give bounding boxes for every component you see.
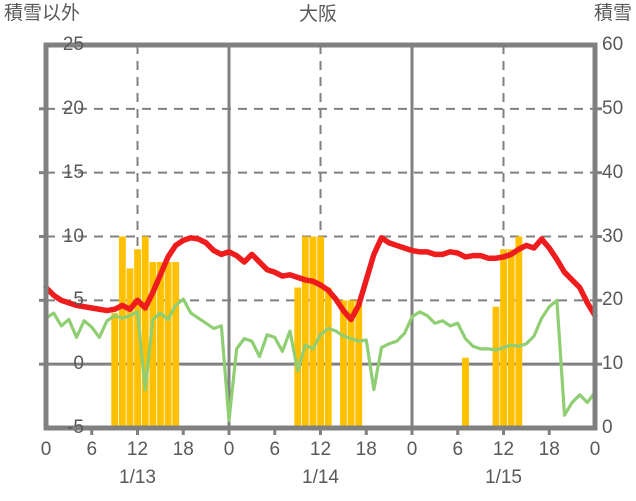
bar [164,262,172,428]
x-axis-tick-label: 18 [538,439,560,460]
right-axis-label: 積雪 [593,3,632,24]
y-axis-tick-label: 0 [73,353,84,375]
x-axis-tick-label: 6 [269,439,281,460]
bar [118,236,126,428]
left-axis-label: 積雪以外 [4,3,81,24]
bar [111,313,119,428]
y2-axis-tick-label: 10 [602,353,624,375]
x-axis-day-label: 1/13 [119,467,156,488]
bar [301,236,309,428]
bar [126,268,134,428]
y2-axis-tick-label: 60 [602,34,624,55]
x-axis-tick-label: 0 [406,439,418,460]
page-title: 大阪 [298,4,337,25]
x-axis-tick-label: 0 [40,439,52,460]
y2-axis-tick-label: 20 [602,289,624,311]
bar [324,287,332,428]
y-axis-tick-label: 20 [62,97,84,119]
bar [309,236,317,428]
x-axis-tick-label: 12 [492,439,515,460]
bars-layer [111,236,523,428]
bar [172,262,180,428]
bar [134,249,142,428]
bar [149,262,157,428]
x-axis-tick-label: 12 [309,439,332,460]
x-axis-day-label: 1/14 [302,467,339,488]
x-axis-tick-label: 0 [223,439,235,460]
bar [507,249,515,428]
bar [317,236,325,428]
bar [515,236,523,428]
series-line [44,297,597,422]
bar [347,300,355,428]
bar [157,262,164,428]
bar [462,357,469,428]
bar [141,236,149,428]
axis-frame [39,42,602,435]
y-axis-tick-label: -5 [67,417,84,438]
bar [355,300,363,428]
x-axis-tick-label: 18 [355,439,377,460]
x-axis-tick-label: 12 [126,439,149,460]
bar [340,300,347,428]
bar [294,287,302,428]
y2-axis-tick-label: 40 [602,161,624,183]
x-axis-tick-label: 6 [452,439,464,460]
y2-axis-tick-label: 50 [602,97,624,119]
y-axis-tick-label: 10 [62,225,84,247]
x-axis-tick-label: 18 [172,439,194,460]
x-axis-day-label: 1/15 [485,467,522,488]
y-axis-tick-label: 25 [62,34,84,55]
x-axis-tick-label: 0 [589,439,601,460]
bar [492,306,500,428]
y2-axis-tick-label: 0 [602,417,613,438]
y-axis-tick-label: 5 [73,289,84,311]
y2-axis-tick-label: 30 [602,225,624,247]
y-axis-tick-label: 15 [62,161,84,183]
bar [500,249,508,428]
series-line [43,235,598,323]
x-axis-tick-label: 6 [86,439,98,460]
